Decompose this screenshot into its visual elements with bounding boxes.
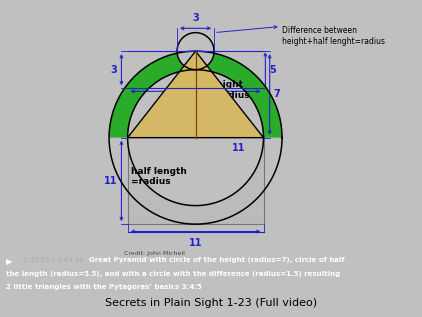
Text: 5: 5	[270, 65, 276, 75]
Text: 11: 11	[232, 143, 246, 152]
Polygon shape	[195, 51, 282, 138]
Text: 7: 7	[273, 89, 280, 100]
Text: Credit: John Michell: Credit: John Michell	[124, 251, 185, 256]
Text: ▶: ▶	[6, 257, 13, 266]
Text: 4: 4	[158, 96, 165, 106]
Text: the length (radius=5.5), and with a circle with the difference (radius=1.5) resu: the length (radius=5.5), and with a circ…	[6, 271, 341, 277]
Bar	[127, 138, 263, 224]
Polygon shape	[127, 51, 263, 138]
Text: Great Pyramid with circle of the height (radius=7), circle of half: Great Pyramid with circle of the height …	[89, 257, 344, 263]
Text: height
=radius: height =radius	[211, 81, 250, 100]
Polygon shape	[177, 33, 214, 70]
Text: 11: 11	[104, 176, 117, 186]
Text: 3: 3	[110, 65, 117, 75]
Text: 1:35:25 / 3:43:46: 1:35:25 / 3:43:46	[23, 257, 84, 263]
Text: half length
=radius: half length =radius	[131, 167, 187, 186]
Text: 2 little triangles with the Pytagoras’ basics 3:4:5: 2 little triangles with the Pytagoras’ b…	[6, 284, 202, 290]
Polygon shape	[127, 70, 263, 206]
Text: 4: 4	[226, 96, 233, 106]
Text: 7: 7	[184, 89, 191, 100]
Text: 3: 3	[192, 13, 199, 23]
Polygon shape	[109, 51, 195, 138]
Text: Secrets in Plain Sight 1-23 (Full video): Secrets in Plain Sight 1-23 (Full video)	[105, 298, 317, 308]
Text: 11: 11	[189, 238, 202, 248]
Text: Difference between
height+half lenght=radius: Difference between height+half lenght=ra…	[282, 26, 385, 46]
